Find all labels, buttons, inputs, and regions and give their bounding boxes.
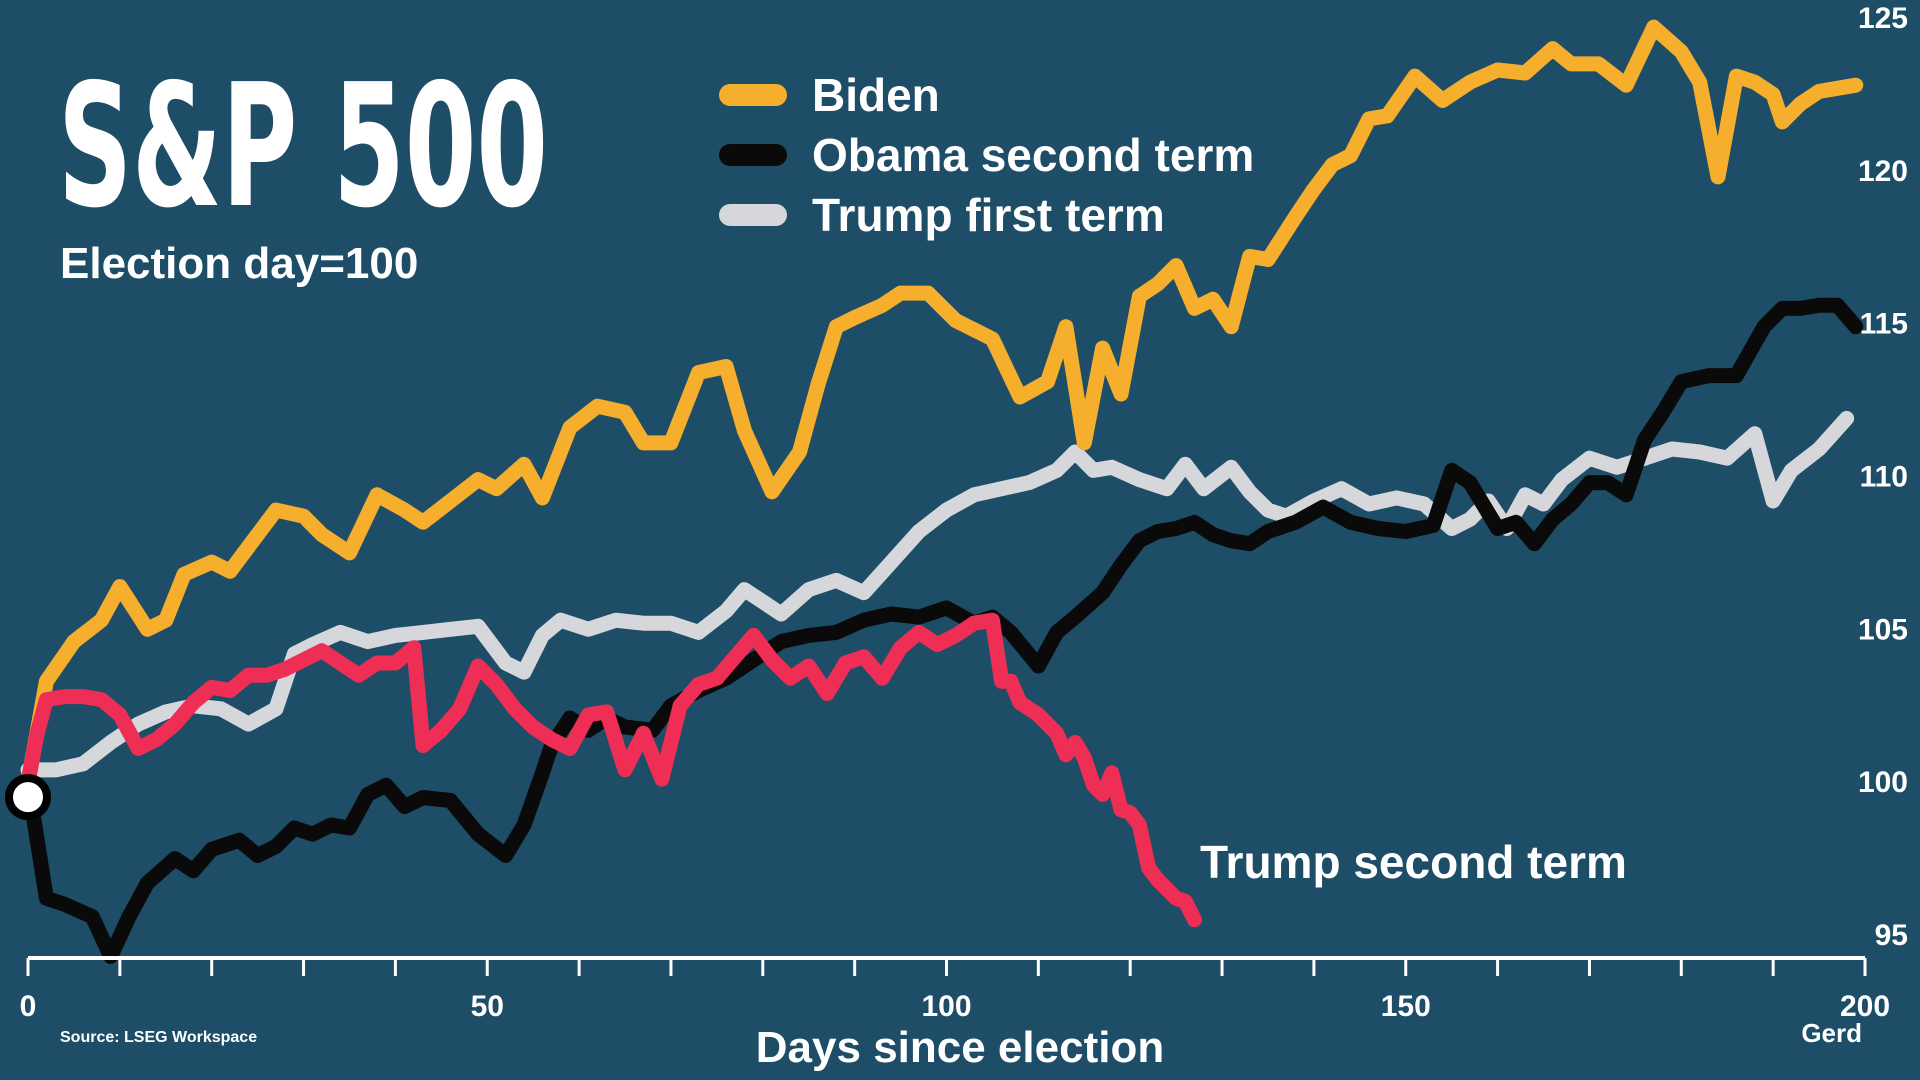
x-tick-label: 50: [471, 990, 504, 1023]
election-day-marker: [5, 774, 51, 821]
series-line-trump-second-term: [20, 612, 1202, 928]
legend-label-obama-second-term: Obama second term: [812, 129, 1254, 181]
x-tick-label: 0: [20, 990, 37, 1023]
legend-label-trump-first-term: Trump first term: [812, 189, 1165, 241]
y-tick-label: 125: [1858, 2, 1908, 35]
legend: Biden Obama second term Trump first term: [719, 69, 1254, 241]
x-tick-label: 150: [1381, 990, 1431, 1023]
y-tick-label: 100: [1858, 766, 1908, 799]
series-line-biden: [20, 19, 1864, 790]
chart-title: S&P 500: [58, 48, 548, 246]
x-axis: 0 50 100 150 200: [20, 956, 1890, 1023]
chart-subtitle: Election day=100: [60, 239, 418, 288]
y-tick-label: 120: [1858, 155, 1908, 188]
y-tick-label: 105: [1858, 613, 1908, 646]
y-axis: 95 100 105 110 115 120 125: [1858, 2, 1908, 952]
source-note: Source: LSEG Workspace: [60, 1029, 257, 1046]
y-tick-label: 95: [1875, 919, 1908, 952]
series-layer: [20, 19, 1864, 964]
x-tick-label: 100: [921, 990, 971, 1023]
publisher-logo: Gerd: [1801, 1018, 1862, 1048]
series-line-obama-second-term: [20, 297, 1864, 964]
series-line-trump-first-term: [20, 410, 1855, 778]
x-tick-label: 200: [1840, 990, 1890, 1023]
x-axis-label: Days since election: [756, 1023, 1164, 1072]
legend-label-biden: Biden: [812, 69, 940, 121]
y-tick-label: 110: [1860, 461, 1908, 494]
trump-second-term-label: Trump second term: [1200, 836, 1627, 888]
y-tick-label: 115: [1860, 308, 1908, 341]
start-point: [5, 774, 51, 821]
